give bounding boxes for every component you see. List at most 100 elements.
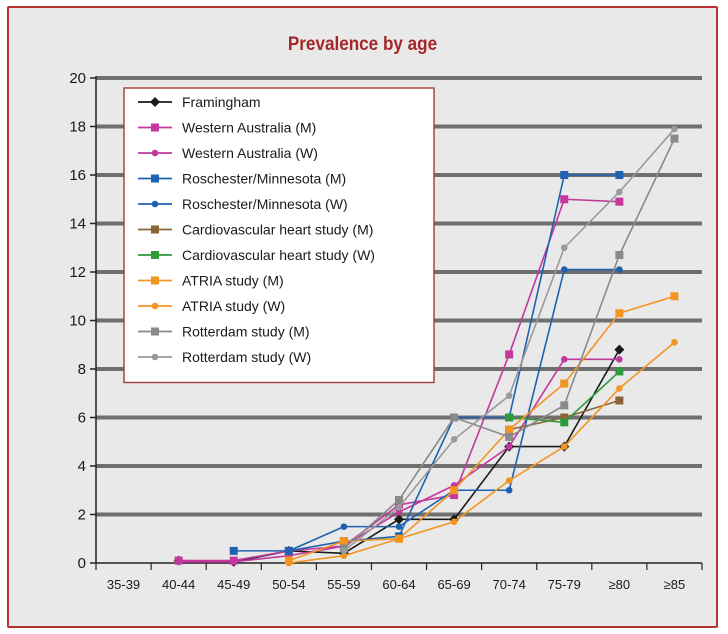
y-tick-label: 0 <box>78 555 86 572</box>
data-point <box>616 356 623 363</box>
data-point <box>615 367 624 376</box>
data-point <box>394 514 404 525</box>
data-point <box>614 344 625 355</box>
x-tick-label: 60-64 <box>382 577 415 592</box>
y-tick-label: 6 <box>78 410 86 427</box>
y-tick-label: 8 <box>78 361 86 378</box>
data-point <box>615 171 624 179</box>
x-tick-label: 50-54 <box>272 577 305 592</box>
data-point <box>560 379 569 388</box>
data-point <box>560 418 569 427</box>
legend-swatch-marker <box>151 123 159 132</box>
legend-swatch-marker <box>151 200 159 208</box>
data-point <box>450 491 459 500</box>
data-point <box>560 171 569 179</box>
data-point <box>395 503 403 511</box>
data-point <box>670 292 679 301</box>
series-line <box>288 341 675 564</box>
data-point <box>505 486 513 494</box>
data-point <box>616 266 623 273</box>
legend-swatch-marker <box>151 149 159 157</box>
y-tick-label: 16 <box>69 167 86 184</box>
x-tick-label: ≥85 <box>664 577 686 592</box>
data-point <box>615 197 624 206</box>
data-point <box>615 309 624 318</box>
data-point <box>616 385 623 392</box>
data-point <box>505 432 514 441</box>
y-tick-label: 2 <box>78 507 86 524</box>
data-point <box>395 523 403 530</box>
data-point <box>285 547 293 555</box>
data-point <box>340 523 348 530</box>
data-point <box>505 443 513 450</box>
data-point <box>505 425 514 434</box>
data-point <box>230 558 238 566</box>
legend-swatch-marker <box>151 276 159 285</box>
legend-entry: Cardiovascular heart study (W) <box>182 247 375 263</box>
data-point <box>339 537 348 546</box>
y-tick-label: 20 <box>69 70 86 87</box>
data-point <box>395 495 403 504</box>
legend-entry: Western Australia (M) <box>182 120 316 136</box>
data-point <box>450 413 459 422</box>
data-point <box>671 125 678 133</box>
data-point <box>615 251 624 260</box>
data-point <box>560 443 568 450</box>
data-point <box>229 546 238 555</box>
data-point <box>560 266 568 273</box>
x-tick-label: 65-69 <box>437 577 470 592</box>
data-point <box>175 558 182 566</box>
data-point <box>340 552 348 560</box>
legend-swatch-marker <box>151 353 159 361</box>
legend-entry: Cardiovascular heart study (M) <box>182 222 373 238</box>
series-line <box>233 174 620 552</box>
data-point <box>450 436 458 443</box>
data-point <box>670 134 679 143</box>
legend-entry: Roschester/Minnesota (W) <box>182 196 348 212</box>
legend-entry: Rotterdam study (M) <box>182 324 310 340</box>
legend-swatch-marker <box>151 251 159 259</box>
data-point <box>285 559 293 567</box>
data-point <box>560 413 569 422</box>
y-tick-label: 14 <box>69 216 86 233</box>
y-tick-label: 18 <box>69 119 86 136</box>
x-tick-label: 35-39 <box>107 577 140 592</box>
x-tick-label: 75-79 <box>548 577 581 592</box>
series-line <box>178 358 620 563</box>
legend-entry: Rotterdam study (W) <box>182 349 311 365</box>
legend-box <box>123 87 435 384</box>
data-point <box>395 535 403 543</box>
data-point <box>450 486 459 495</box>
data-point <box>450 518 458 526</box>
x-tick-label: 55-59 <box>327 577 360 592</box>
legend-swatch-marker <box>151 302 159 310</box>
data-point <box>616 188 623 196</box>
legend-entry: Western Australia (W) <box>182 145 318 161</box>
data-point <box>560 356 568 363</box>
data-point <box>560 195 569 204</box>
legend-swatch-marker <box>151 327 159 336</box>
legend-swatch-marker <box>151 225 159 234</box>
data-point <box>671 339 678 346</box>
x-tick-label: ≥80 <box>609 577 631 592</box>
data-point <box>505 350 514 359</box>
data-point <box>505 477 513 484</box>
y-tick-label: 4 <box>78 458 86 475</box>
legend-entry: Roschester/Minnesota (M) <box>182 171 346 187</box>
x-tick-label: 45-49 <box>217 577 250 592</box>
data-point <box>395 508 403 516</box>
legend-swatch-marker <box>151 174 159 183</box>
legend-entry: Framingham <box>182 94 261 110</box>
legend-entry: ATRIA study (W) <box>182 298 285 314</box>
data-point <box>615 396 624 405</box>
data-point <box>560 244 568 252</box>
x-tick-label: 70-74 <box>493 577 526 592</box>
chart-title: Prevalence by age <box>287 34 438 55</box>
y-tick-label: 12 <box>69 264 86 281</box>
y-tick-label: 10 <box>69 313 86 330</box>
legend-swatch-marker <box>150 97 160 107</box>
data-point <box>505 392 513 399</box>
data-point <box>340 547 348 555</box>
data-point <box>505 413 514 422</box>
